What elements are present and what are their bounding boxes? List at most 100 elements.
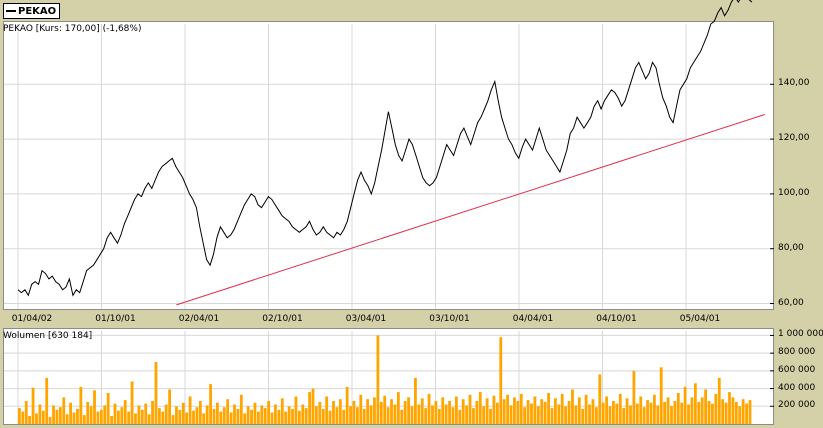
volume-y-tick-label: 600 000 [778,364,816,375]
volume-bar [629,405,632,424]
volume-bar [362,408,366,424]
volume-bar [383,395,387,424]
volume-bar [400,409,404,424]
legend-line-swatch [6,10,16,12]
volume-bar [516,401,520,424]
volume-bar [502,399,506,424]
volume-bar [86,401,90,424]
volume-bar [420,398,424,424]
volume-bar [76,408,79,424]
volume-bar [185,412,189,424]
volume-bar [656,405,660,424]
volume-bar [475,401,479,424]
volume-bar [202,413,206,424]
volume-bar [704,389,708,424]
volume-bar [284,411,288,424]
volume-bar [342,409,346,424]
volume-bar [472,408,475,424]
volume-bar [318,401,322,424]
volume-bar [700,397,704,424]
price-x-tick-label: 01/04/02 [11,314,53,324]
volume-bar [297,410,301,424]
volume-bar [178,409,182,424]
volume-bar [550,408,554,424]
volume-bar [748,400,752,424]
volume-bar [513,397,516,424]
volume-bar [338,399,342,424]
volume-y-tick-label: 400 000 [778,382,816,393]
volume-y-tick-label: 200 000 [778,400,816,411]
volume-bar [321,408,325,424]
volume-bar [236,408,240,424]
price-y-tick-label: 120,00 [778,133,810,144]
volume-bar [403,401,407,424]
volume-bar [250,409,253,424]
volume-bar [304,408,308,424]
price-x-tick-label: 05/04/01 [679,314,721,324]
volume-bar [683,386,687,424]
volume-bar [260,405,264,424]
volume-bar [188,396,192,424]
volume-bar [18,408,21,424]
price-series-line [17,0,753,297]
volume-bar [253,402,257,424]
volume-bar [212,408,216,424]
volume-bar [680,402,684,424]
volume-bar [349,406,352,424]
volume-bar [553,398,557,424]
volume-bar [448,401,451,424]
volume-bar [315,406,318,424]
volume-bar [560,393,564,424]
volume-bar [332,401,335,424]
volume-bar [355,407,359,424]
volume-bar [441,397,445,424]
volume-bar [181,402,185,424]
volume-bar [424,408,428,424]
volume-bar [366,399,370,424]
trend-line [176,113,766,306]
volume-bar [495,402,499,424]
volume-bar [543,401,547,424]
volume-bar [649,402,653,424]
volume-bar [52,405,55,424]
volume-bar [711,403,714,424]
volume-bar [123,400,127,424]
volume-bar [117,410,120,424]
volume-bar [417,404,421,424]
volume-bar [506,394,510,424]
volume-bar [714,393,718,424]
volume-bar [608,406,612,424]
volume-bar [65,414,69,424]
volume-bar [465,405,469,424]
volume-bar [693,383,697,424]
volume-bar [461,399,465,424]
volume-bar [239,394,243,424]
volume-bar [110,416,113,424]
volume-bar [192,410,195,424]
volume-bar [144,403,148,424]
volume-bar [707,401,711,424]
volume-bar [731,397,735,424]
volume-bar [21,411,25,424]
volume-bar [478,392,482,424]
volume-bar [41,410,45,424]
volume-bar [379,401,383,424]
volume-bar [663,401,667,424]
volume-bar [581,408,585,424]
volume-bar [622,408,626,424]
price-x-tick-label: 02/10/01 [262,314,303,324]
volume-bar [120,407,124,424]
volume-bar [31,387,35,424]
price-x-tick-label: 04/10/01 [596,314,637,324]
volume-bar [594,407,598,424]
volume-bar [738,406,742,424]
volume-bar [291,408,294,424]
volume-bar [226,399,230,424]
volume-panel-title: Wolumen [630 184] [3,331,93,341]
volume-bar [615,403,619,424]
volume-bar [137,405,141,424]
volume-bar [523,407,527,424]
volume-bar [717,377,721,424]
volume-bar [454,396,458,424]
volume-bar [407,397,410,424]
